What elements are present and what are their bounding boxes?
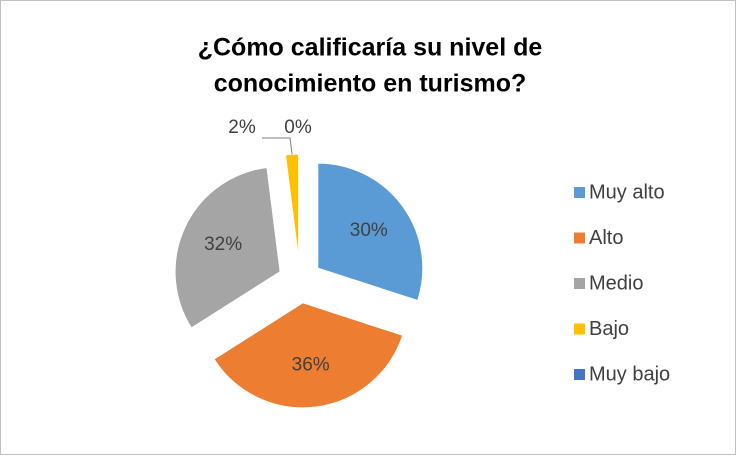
pie-slice <box>317 162 424 302</box>
chart-title: ¿Cómo calificaría su nivel de <box>198 34 543 62</box>
legend-swatch <box>574 323 585 335</box>
data-label: 36% <box>292 354 330 375</box>
data-label: 32% <box>204 234 242 255</box>
data-label: 0% <box>284 117 312 138</box>
legend-label: Bajo <box>589 318 629 340</box>
pie-slice <box>174 166 281 329</box>
data-label: 2% <box>228 117 256 138</box>
legend-label: Muy bajo <box>589 363 670 385</box>
legend-swatch <box>574 232 585 244</box>
legend-label: Muy alto <box>589 181 665 203</box>
legend-swatch <box>574 187 585 198</box>
legend-label: Medio <box>589 272 643 294</box>
legend-swatch <box>574 278 585 289</box>
leader-line <box>262 137 293 155</box>
chart-title: conocimiento en turismo? <box>214 70 527 98</box>
pie-slice <box>213 302 404 409</box>
legend-swatch <box>574 369 585 380</box>
data-label: 30% <box>350 220 388 241</box>
legend-label: Alto <box>589 227 623 249</box>
